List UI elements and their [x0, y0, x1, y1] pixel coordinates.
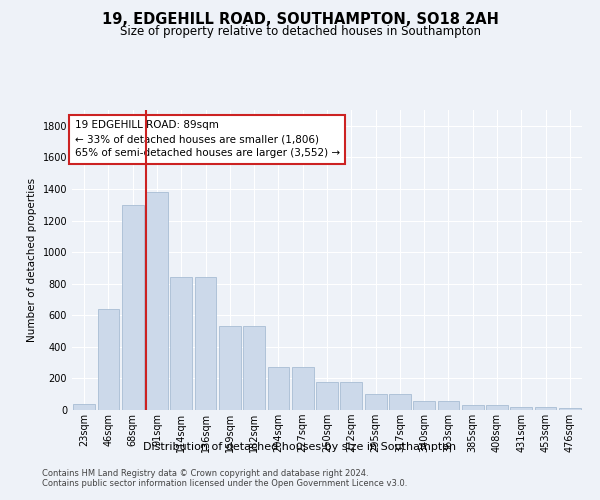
Text: Distribution of detached houses by size in Southampton: Distribution of detached houses by size … — [143, 442, 457, 452]
Y-axis label: Number of detached properties: Number of detached properties — [27, 178, 37, 342]
Text: 19, EDGEHILL ROAD, SOUTHAMPTON, SO18 2AH: 19, EDGEHILL ROAD, SOUTHAMPTON, SO18 2AH — [101, 12, 499, 28]
Bar — [511, 407, 532, 410]
Bar — [122, 204, 143, 410]
Bar — [194, 278, 217, 410]
Bar — [340, 382, 362, 410]
Bar — [268, 368, 289, 410]
Bar — [437, 400, 460, 410]
Text: Contains public sector information licensed under the Open Government Licence v3: Contains public sector information licen… — [42, 478, 407, 488]
Bar — [97, 309, 119, 410]
Bar — [73, 404, 95, 410]
Bar — [389, 394, 411, 410]
Bar — [559, 408, 581, 410]
Bar — [219, 326, 241, 410]
Bar — [535, 407, 556, 410]
Bar — [365, 394, 386, 410]
Bar — [292, 368, 314, 410]
Bar — [462, 406, 484, 410]
Text: Contains HM Land Registry data © Crown copyright and database right 2024.: Contains HM Land Registry data © Crown c… — [42, 468, 368, 477]
Bar — [146, 192, 168, 410]
Bar — [170, 278, 192, 410]
Bar — [413, 400, 435, 410]
Text: 19 EDGEHILL ROAD: 89sqm
← 33% of detached houses are smaller (1,806)
65% of semi: 19 EDGEHILL ROAD: 89sqm ← 33% of detache… — [74, 120, 340, 158]
Bar — [486, 406, 508, 410]
Bar — [243, 326, 265, 410]
Bar — [316, 382, 338, 410]
Text: Size of property relative to detached houses in Southampton: Size of property relative to detached ho… — [119, 25, 481, 38]
